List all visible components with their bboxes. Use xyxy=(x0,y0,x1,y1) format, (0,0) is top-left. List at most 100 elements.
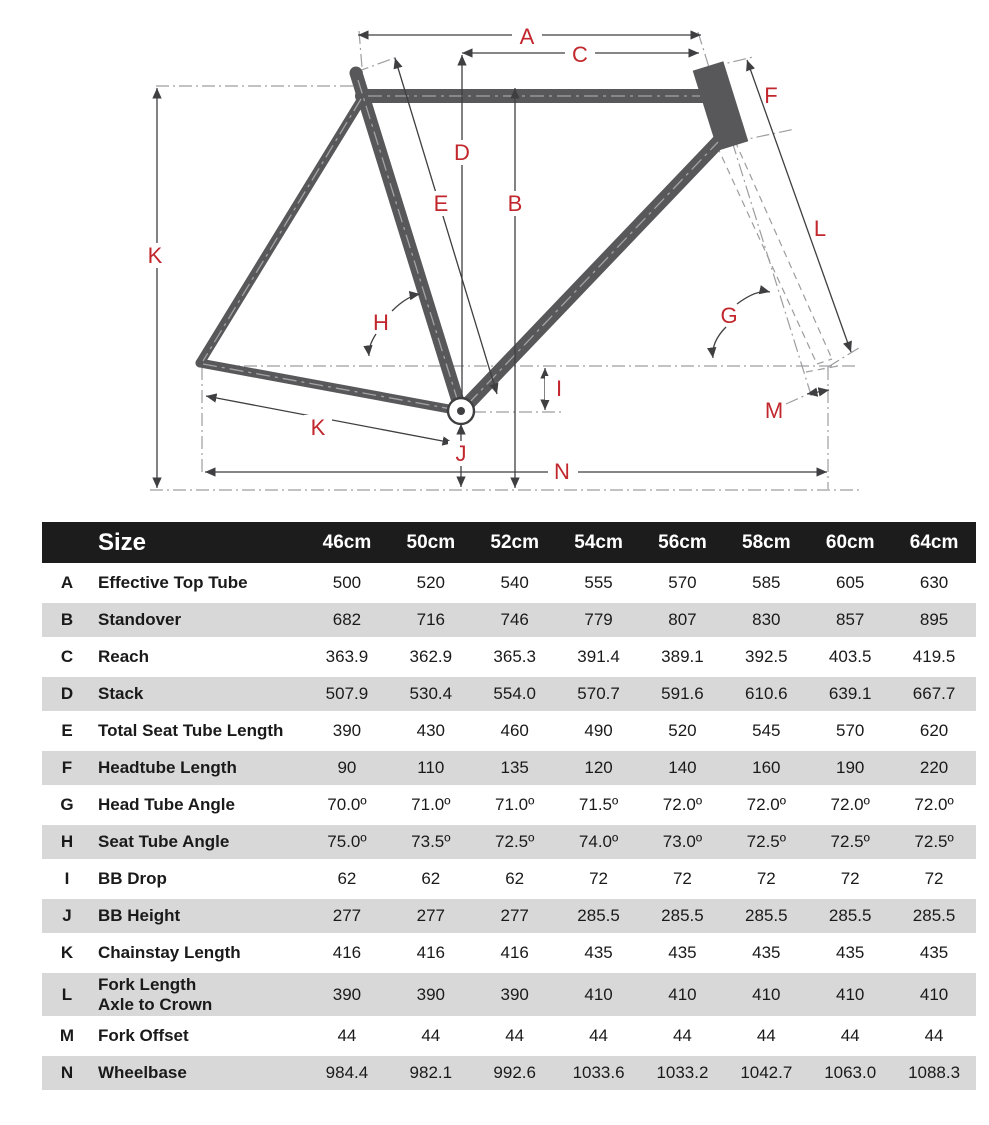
fork-outline xyxy=(716,140,839,373)
row-value: 62 xyxy=(421,869,441,888)
dim-H-arrow-down xyxy=(363,333,377,357)
row-value: 44 xyxy=(505,1026,525,1046)
row-value: 410 xyxy=(668,984,697,1004)
row-value: 554.0 xyxy=(493,684,536,703)
row-value: 403.5 xyxy=(828,647,872,666)
row-label: Seat Tube Angle xyxy=(98,832,230,852)
row-value: 71.0º xyxy=(411,795,451,814)
table-row-H: H Seat Tube Angle 75.0º 73.5º 72.5º 74.0º 73.0… xyxy=(42,825,976,859)
row-value: 62 xyxy=(505,869,525,888)
table-row-K: K Chainstay Length 416 416 416 435 435 435 435 43… xyxy=(42,936,976,970)
down-tube xyxy=(454,130,730,418)
row-value: 630 xyxy=(919,573,949,592)
column-header-60cm: 60cm xyxy=(825,531,875,553)
label-K-left: K xyxy=(148,243,163,268)
row-value: 72.5º xyxy=(495,832,535,851)
row-value: 435 xyxy=(584,943,613,962)
column-header-46cm: 46cm xyxy=(322,531,372,553)
label-G: G xyxy=(720,303,737,328)
row-value: 430 xyxy=(416,721,445,740)
row-value: 72 xyxy=(840,869,860,888)
row-value: 72.5º xyxy=(830,832,870,851)
row-label: Chainstay Length xyxy=(98,943,241,963)
row-value: 44 xyxy=(756,1026,776,1046)
row-value: 540 xyxy=(500,573,529,592)
row-value: 363.9 xyxy=(325,647,369,666)
row-value: 44 xyxy=(421,1026,441,1046)
row-value: 435 xyxy=(668,943,697,962)
row-value: 44 xyxy=(924,1026,944,1046)
row-letter: K xyxy=(60,943,74,962)
label-A: A xyxy=(520,24,535,49)
row-value: 591.6 xyxy=(661,684,704,703)
row-value: 555 xyxy=(584,573,613,592)
row-value: 140 xyxy=(668,758,697,777)
row-value: 530.4 xyxy=(409,684,453,703)
row-value: 1063.0 xyxy=(824,1063,877,1083)
row-value: 390 xyxy=(332,721,362,740)
row-value: 460 xyxy=(500,721,529,740)
row-value: 830 xyxy=(752,610,781,629)
row-value: 520 xyxy=(416,573,445,592)
row-letter: H xyxy=(60,832,74,851)
label-backgrounds xyxy=(142,24,595,484)
label-K-chainstay: K xyxy=(311,415,326,440)
label-F: F xyxy=(764,83,777,108)
table-header: Size 46cm 50cm 52cm 54cm 56cm 58cm 60cm 64cm xyxy=(42,522,976,563)
row-value: 285.5 xyxy=(745,906,788,925)
row-value: 110 xyxy=(417,758,445,777)
row-value: 390 xyxy=(332,984,362,1004)
row-value: 71.0º xyxy=(495,795,535,814)
table-row-J: J BB Height 277 277 277 285.5 285.5 285.5 285.5 2… xyxy=(42,899,976,933)
row-value: 807 xyxy=(668,610,697,629)
table-row-A: A Effective Top Tube 500 520 540 555 570 585 605… xyxy=(42,566,976,600)
row-value: 435 xyxy=(752,943,781,962)
row-value: 520 xyxy=(668,721,697,740)
row-value: 90 xyxy=(337,758,357,777)
row-value: 857 xyxy=(836,610,865,629)
label-B: B xyxy=(508,191,523,216)
row-label: Fork Offset xyxy=(98,1026,189,1046)
head-tube xyxy=(692,61,749,151)
seat-stay xyxy=(195,92,368,368)
row-value: 220 xyxy=(919,758,949,777)
row-value: 392.5 xyxy=(745,647,788,666)
table-row-N: N Wheelbase 984.4 982.1 992.6 1033.6 1033.2 104… xyxy=(42,1056,976,1091)
row-value: 416 xyxy=(332,943,362,962)
row-value: 120 xyxy=(584,758,613,777)
row-value: 410 xyxy=(584,984,613,1004)
row-value: 190 xyxy=(836,758,865,777)
row-letter: A xyxy=(60,573,74,592)
frame-tubes xyxy=(195,61,749,426)
row-value: 500 xyxy=(332,573,362,592)
dim-M-fork-offset xyxy=(806,387,830,397)
table-row-L: L Fork Length Axle to Crown 390 390 390 410 410… xyxy=(42,973,976,1017)
label-N: N xyxy=(554,459,570,484)
label-J: J xyxy=(456,441,467,466)
row-letter: I xyxy=(64,869,70,888)
frame-geometry-diagram: A C D E B K F L G H I K J M N xyxy=(0,0,989,512)
bike-frame-diagram-svg: A C D E B K F L G H I K J M N xyxy=(142,24,863,491)
row-value: 410 xyxy=(919,984,949,1004)
row-value: 1088.3 xyxy=(908,1063,961,1083)
row-value: 74.0º xyxy=(578,832,619,851)
label-E: E xyxy=(434,191,449,216)
table-row-M: M Fork Offset 44 44 44 44 44 44 44 44 xyxy=(42,1019,976,1053)
label-C: C xyxy=(572,42,588,67)
row-value: 992.6 xyxy=(493,1063,536,1083)
row-value: 277 xyxy=(332,906,362,925)
row-label: BB Height xyxy=(98,906,181,926)
table-row-F: F Headtube Length 90 110 135 120 140 160 190 220 xyxy=(42,751,976,785)
column-header-58cm: 58cm xyxy=(742,531,791,553)
row-value: 416 xyxy=(500,943,529,962)
row-letter: C xyxy=(60,647,74,666)
row-value: 72.0º xyxy=(662,795,703,814)
table-row-E: E Total Seat Tube Length 390 430 460 490 520 54… xyxy=(42,714,976,748)
table-row-I: I BB Drop 62 62 62 72 72 72 72 72 xyxy=(42,862,976,896)
row-value: 71.5º xyxy=(578,795,619,814)
label-I: I xyxy=(556,376,562,401)
row-value: 1042.7 xyxy=(740,1063,793,1083)
row-value: 391.4 xyxy=(577,647,620,666)
table-row-C: C Reach 363.9 362.9 365.3 391.4 389.1 392.5 403.… xyxy=(42,640,976,674)
